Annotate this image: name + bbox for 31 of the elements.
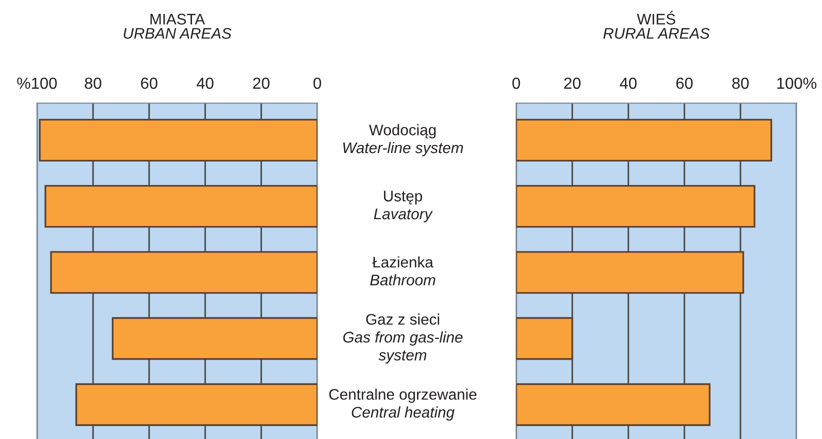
y-tick-label: Wodociąg Water-line system <box>343 124 463 156</box>
x-tick-label: 60 <box>676 78 693 89</box>
x-tick-label: %100 <box>17 78 57 89</box>
bar <box>75 383 318 426</box>
x-tick-label: 40 <box>620 78 637 89</box>
bar <box>50 251 318 294</box>
chart-title: MIASTA <box>150 14 205 25</box>
bar <box>516 251 744 294</box>
bar <box>516 383 710 426</box>
chart-subtitle: URBAN AREAS <box>124 28 232 39</box>
x-tick-label: 20 <box>253 78 270 89</box>
x-tick-label: 60 <box>141 78 158 89</box>
bar <box>44 184 318 228</box>
x-tick-label: 0 <box>512 78 520 89</box>
x-tick-label: 0 <box>313 78 322 89</box>
x-tick-label: 20 <box>564 78 581 89</box>
y-tick-label: Łazienka Bathroom <box>370 256 436 286</box>
chart-title: WIEŚ <box>636 10 676 25</box>
x-tick-label: 80 <box>84 78 102 89</box>
bar <box>38 118 318 162</box>
y-tick-label: Ustęp Lavatory <box>374 190 433 222</box>
chart-subtitle: RURAL AREAS <box>603 28 710 39</box>
bar <box>516 118 772 162</box>
bar <box>516 184 756 228</box>
bar <box>112 317 318 360</box>
y-tick-label: Centralne ogrzewanie Central heating <box>329 388 476 421</box>
bar <box>516 317 574 360</box>
x-tick-label: 40 <box>196 78 214 89</box>
x-tick-label: 100% <box>777 78 816 89</box>
x-tick-label: 80 <box>732 78 749 89</box>
y-tick-label: Gaz z sieci Gas from gas-line system <box>343 314 463 364</box>
